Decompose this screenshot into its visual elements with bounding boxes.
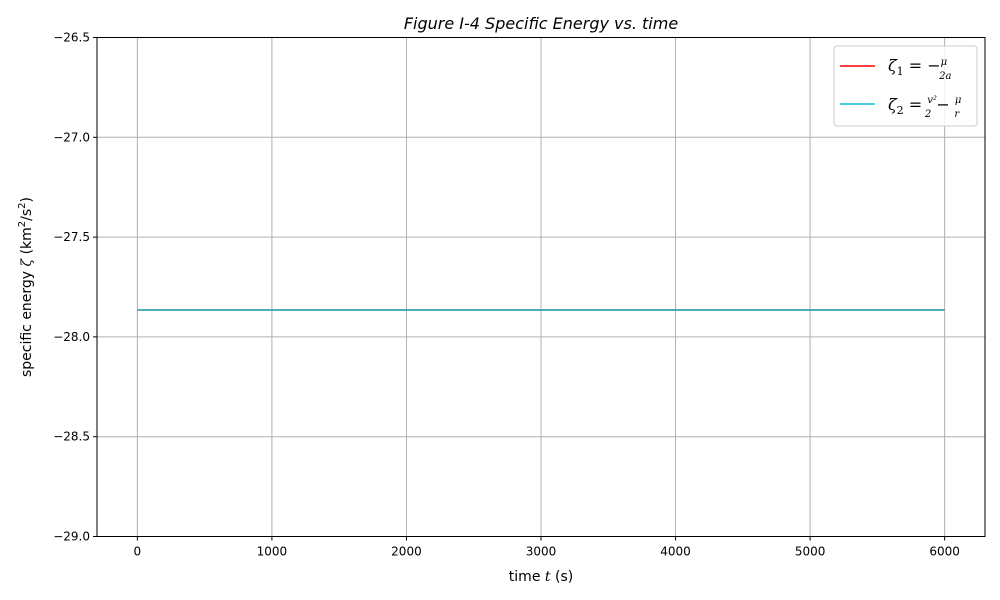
x-tick-label: 0	[134, 545, 142, 559]
x-tick-label: 1000	[257, 545, 288, 559]
x-tick-label: 5000	[795, 545, 826, 559]
x-tick-label: 6000	[929, 545, 960, 559]
y-tick-label: −27.5	[53, 230, 90, 244]
x-axis-label: time t (s)	[509, 569, 573, 585]
y-tick-label: −29.0	[53, 530, 90, 544]
y-tick-label: −26.5	[53, 31, 90, 45]
y-tick-label: −28.5	[53, 430, 90, 444]
tick-layer: 0 1000 2000 3000 4000 5000 6000 −29.0 −28.5 −28.0…	[53, 31, 960, 559]
y-axis-label: specific energy ζ (km2/s2)	[17, 197, 35, 377]
x-tick-label: 4000	[660, 545, 691, 559]
x-tick-label: 3000	[526, 545, 557, 559]
x-tick-label: 2000	[391, 545, 422, 559]
chart-title: Figure I-4 Specific Energy vs. time	[404, 14, 678, 33]
y-tick-label: −28.0	[53, 330, 90, 344]
y-tick-label: −27.0	[53, 130, 90, 144]
